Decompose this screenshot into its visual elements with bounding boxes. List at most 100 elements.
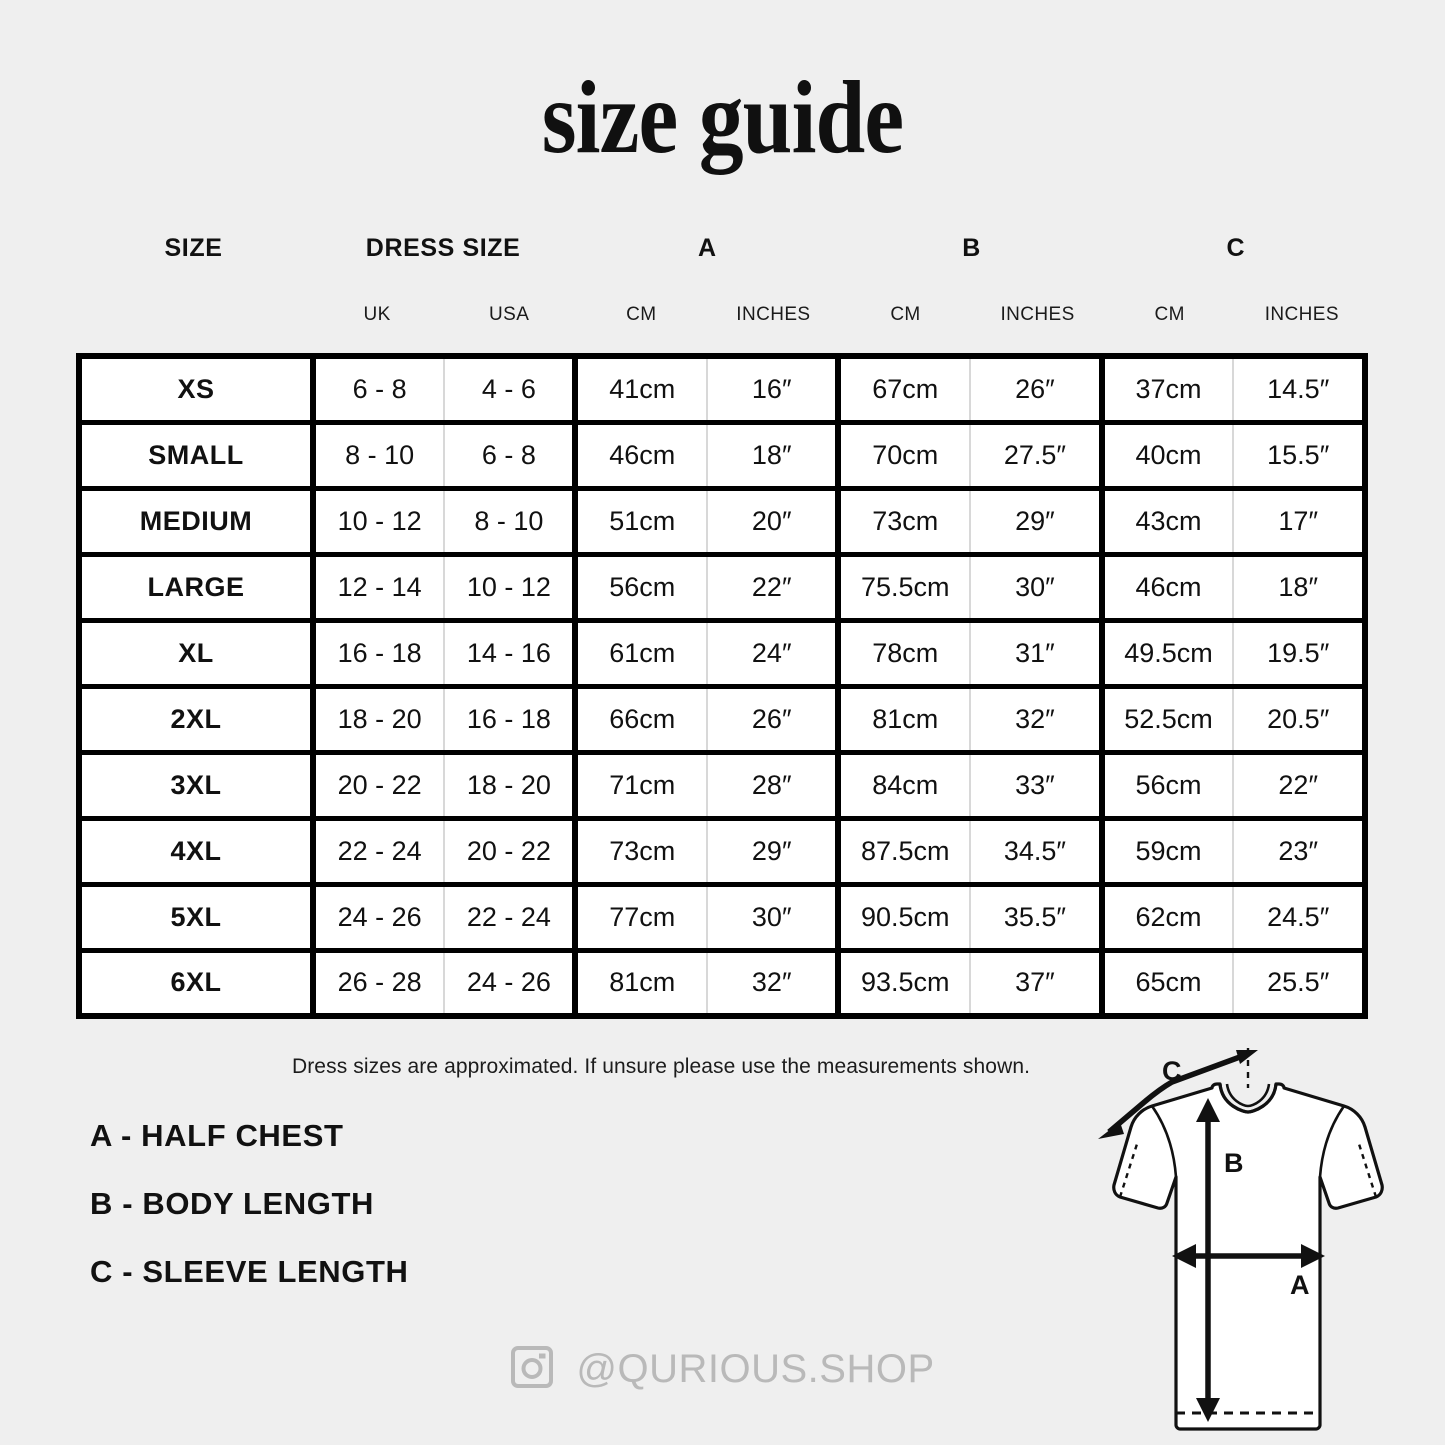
diagram-label-a: A [1290, 1270, 1310, 1300]
cell-c-in: 14.5″ [1232, 353, 1368, 425]
cell-b-cm: 73cm [835, 485, 971, 557]
header-sub-a-cm: CM [626, 304, 657, 325]
cell-size: LARGE [76, 551, 316, 623]
cell-a-in: 22″ [706, 551, 842, 623]
header-dress-size: DRESS SIZE [365, 233, 521, 262]
cell-c-cm: 65cm [1098, 947, 1234, 1019]
page-title: size guide [541, 60, 904, 175]
legend-item-a: A - HALF CHEST [90, 1118, 344, 1153]
cell-size: XL [76, 617, 316, 689]
tshirt-diagram: C B A [1062, 1040, 1434, 1440]
cell-c-in: 19.5″ [1232, 617, 1368, 689]
cell-uk: 18 - 20 [309, 683, 445, 755]
cell-b-cm: 87.5cm [835, 815, 971, 887]
cell-uk: 8 - 10 [309, 419, 445, 491]
cell-c-cm: 62cm [1098, 881, 1234, 953]
cell-c-cm: 37cm [1098, 353, 1234, 425]
cell-b-in: 30″ [969, 551, 1105, 623]
cell-usa: 18 - 20 [443, 749, 579, 821]
table-row: 4XL 22 - 24 20 - 22 73cm 29″ 87.5cm 34.5″ 59cm 2… [76, 815, 1368, 887]
cell-size: XS [76, 353, 316, 425]
cell-a-cm: 56cm [572, 551, 708, 623]
header-b: B [962, 233, 981, 262]
watermark: @QURIOUS.SHOP [0, 1345, 1445, 1394]
table-row: 3XL 20 - 22 18 - 20 71cm 28″ 84cm 33″ 56cm 22″ [76, 749, 1368, 821]
cell-a-cm: 41cm [572, 353, 708, 425]
measure-arrow-b [1196, 1098, 1220, 1422]
header-c: C [1226, 233, 1246, 262]
watermark-handle: @QURIOUS.SHOP [576, 1347, 935, 1391]
header-sub-a-inches: INCHES [736, 304, 811, 325]
cell-a-in: 30″ [706, 881, 842, 953]
cell-c-in: 22″ [1232, 749, 1368, 821]
footnote: Dress sizes are approximated. If unsure … [291, 1055, 1031, 1078]
cell-a-in: 16″ [706, 353, 842, 425]
cell-size: 2XL [76, 683, 316, 755]
cell-b-in: 32″ [969, 683, 1105, 755]
cell-a-cm: 81cm [572, 947, 708, 1019]
cell-usa: 10 - 12 [443, 551, 579, 623]
cell-uk: 26 - 28 [309, 947, 445, 1019]
cell-a-in: 26″ [706, 683, 842, 755]
header-a: A [698, 233, 717, 262]
header-size: SIZE [164, 233, 223, 262]
cell-usa: 16 - 18 [443, 683, 579, 755]
cell-size: MEDIUM [76, 485, 316, 557]
cell-b-cm: 93.5cm [835, 947, 971, 1019]
cell-a-cm: 66cm [572, 683, 708, 755]
cell-b-in: 29″ [969, 485, 1105, 557]
header-sub-spacer [76, 300, 311, 330]
table-row: 2XL 18 - 20 16 - 18 66cm 26″ 81cm 32″ 52.5cm 20.… [76, 683, 1368, 755]
cell-a-cm: 61cm [572, 617, 708, 689]
cell-c-cm: 46cm [1098, 551, 1234, 623]
cell-a-in: 24″ [706, 617, 842, 689]
table-header-main: SIZE DRESS SIZE A B C [76, 230, 1368, 266]
cell-b-cm: 84cm [835, 749, 971, 821]
cell-c-cm: 43cm [1098, 485, 1234, 557]
cell-size: SMALL [76, 419, 316, 491]
cell-size: 6XL [76, 947, 316, 1019]
cell-c-cm: 40cm [1098, 419, 1234, 491]
cell-b-cm: 90.5cm [835, 881, 971, 953]
header-sub-usa: USA [489, 304, 530, 325]
cell-uk: 22 - 24 [309, 815, 445, 887]
cell-a-cm: 46cm [572, 419, 708, 491]
measure-arrow-a [1172, 1244, 1325, 1268]
cell-b-in: 37″ [969, 947, 1105, 1019]
diagram-label-c: C [1162, 1056, 1182, 1086]
cell-b-in: 33″ [969, 749, 1105, 821]
cell-a-in: 32″ [706, 947, 842, 1019]
cell-a-in: 20″ [706, 485, 842, 557]
cell-a-cm: 73cm [572, 815, 708, 887]
cell-c-in: 20.5″ [1232, 683, 1368, 755]
cell-a-cm: 77cm [572, 881, 708, 953]
diagram-label-b: B [1224, 1148, 1244, 1178]
legend-item-c: C - SLEEVE LENGTH [90, 1254, 409, 1289]
cell-c-cm: 49.5cm [1098, 617, 1234, 689]
cell-uk: 24 - 26 [309, 881, 445, 953]
cell-uk: 6 - 8 [309, 353, 445, 425]
cell-usa: 6 - 8 [443, 419, 579, 491]
cell-usa: 8 - 10 [443, 485, 579, 557]
cell-b-in: 35.5″ [969, 881, 1105, 953]
cell-b-cm: 81cm [835, 683, 971, 755]
cell-c-cm: 56cm [1098, 749, 1234, 821]
table-row: 6XL 26 - 28 24 - 26 81cm 32″ 93.5cm 37″ 65cm 25.… [76, 947, 1368, 1019]
cell-uk: 16 - 18 [309, 617, 445, 689]
cell-a-in: 28″ [706, 749, 842, 821]
cell-a-in: 18″ [706, 419, 842, 491]
cell-b-cm: 78cm [835, 617, 971, 689]
cell-a-cm: 71cm [572, 749, 708, 821]
cell-a-in: 29″ [706, 815, 842, 887]
cell-c-in: 15.5″ [1232, 419, 1368, 491]
cell-uk: 20 - 22 [309, 749, 445, 821]
cell-c-in: 17″ [1232, 485, 1368, 557]
cell-c-cm: 52.5cm [1098, 683, 1234, 755]
cell-usa: 20 - 22 [443, 815, 579, 887]
table-header-sub: UK USA CM INCHES CM INCHES CM INCHES [76, 300, 1368, 330]
cell-a-cm: 51cm [572, 485, 708, 557]
cell-size: 4XL [76, 815, 316, 887]
